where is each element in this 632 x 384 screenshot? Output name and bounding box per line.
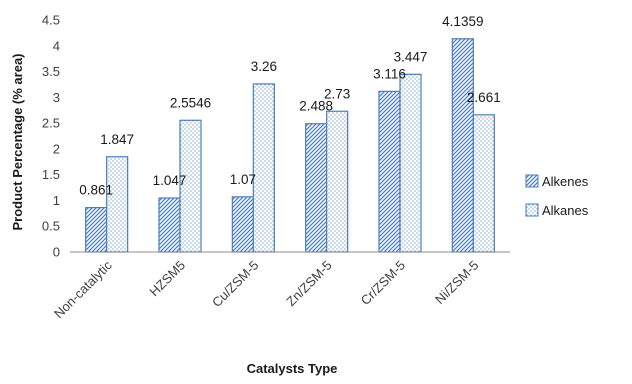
legend: Alkenes Alkanes — [525, 174, 589, 218]
data-label-alkenes-cr-zsm-5: 3.116 — [373, 66, 406, 81]
y-tick-label: 2.5 — [42, 116, 60, 131]
bar-alkanes-cr-zsm-5 — [399, 73, 422, 253]
bar-alkenes-zn-zsm-5 — [305, 123, 328, 253]
data-label-alkanes-cu-zsm-5: 3.26 — [251, 59, 277, 74]
x-tick-label-zn-zsm-5: Zn/ZSM-5 — [283, 258, 334, 309]
data-label-alkanes-ni-zsm-5: 2.661 — [467, 90, 501, 105]
bar-alkanes-ni-zsm-5 — [472, 114, 495, 253]
bar-alkanes-zn-zsm-5 — [326, 110, 349, 253]
legend-swatch-alkenes — [525, 174, 539, 188]
y-tick-label: 3.5 — [42, 64, 60, 79]
bar-alkenes-cu-zsm-5 — [231, 196, 254, 253]
y-tick-label: 2 — [53, 141, 60, 156]
bar-alkenes-hzsm5 — [158, 197, 181, 253]
data-label-alkanes-hzsm5: 2.5546 — [170, 95, 211, 110]
legend-label-alkanes: Alkanes — [542, 203, 589, 218]
y-axis-ticks: 0 0.5 1 1.5 2 2.5 3 3.5 4 4.5 — [42, 13, 60, 260]
bar-alkanes-cu-zsm-5 — [252, 83, 275, 253]
bar-alkanes-non-catalytic — [106, 156, 129, 253]
data-label-alkenes-cu-zsm-5: 1.07 — [230, 172, 256, 187]
data-label-alkenes-non-catalytic: 0.861 — [79, 183, 113, 198]
x-tick-label-ni-zsm-5: Ni/ZSM-5 — [432, 258, 481, 307]
y-axis-title: Product Percentage (% area) — [10, 53, 25, 230]
legend-swatch-alkanes — [525, 203, 539, 217]
bar-alkenes-non-catalytic — [85, 207, 108, 253]
data-label-alkenes-ni-zsm-5: 4.1359 — [442, 14, 483, 29]
y-tick-label: 0 — [53, 245, 60, 260]
x-tick-label-cr-zsm-5: Cr/ZSM-5 — [358, 258, 408, 308]
data-label-alkenes-hzsm5: 1.047 — [153, 173, 187, 188]
x-tick-label-non-catalytic: Non-catalytic — [51, 257, 115, 321]
y-tick-label: 4 — [53, 38, 60, 53]
y-tick-label: 3 — [53, 90, 60, 105]
x-axis-ticks: Non-catalytic HZSM5 Cu/ZSM-5 Zn/ZSM-5 Cr/ZSM… — [51, 257, 481, 321]
y-tick-label: 4.5 — [42, 13, 60, 28]
bar-alkenes-cr-zsm-5 — [378, 90, 401, 253]
data-label-alkanes-cr-zsm-5: 3.447 — [394, 49, 428, 64]
legend-label-alkenes: Alkenes — [542, 174, 589, 189]
x-axis-title: Catalysts Type — [247, 361, 338, 376]
x-tick-label-hzsm5: HZSM5 — [146, 258, 188, 300]
y-tick-label: 0.5 — [42, 219, 60, 234]
y-tick-label: 1.5 — [42, 167, 60, 182]
data-label-alkanes-zn-zsm-5: 2.73 — [324, 86, 350, 101]
data-label-alkenes-zn-zsm-5: 2.488 — [299, 99, 333, 114]
bar-alkenes-ni-zsm-5 — [451, 38, 474, 253]
bars — [85, 38, 495, 253]
y-tick-label: 1 — [53, 193, 60, 208]
data-label-alkanes-non-catalytic: 1.847 — [100, 132, 134, 147]
x-tick-label-cu-zsm-5: Cu/ZSM-5 — [209, 258, 261, 310]
